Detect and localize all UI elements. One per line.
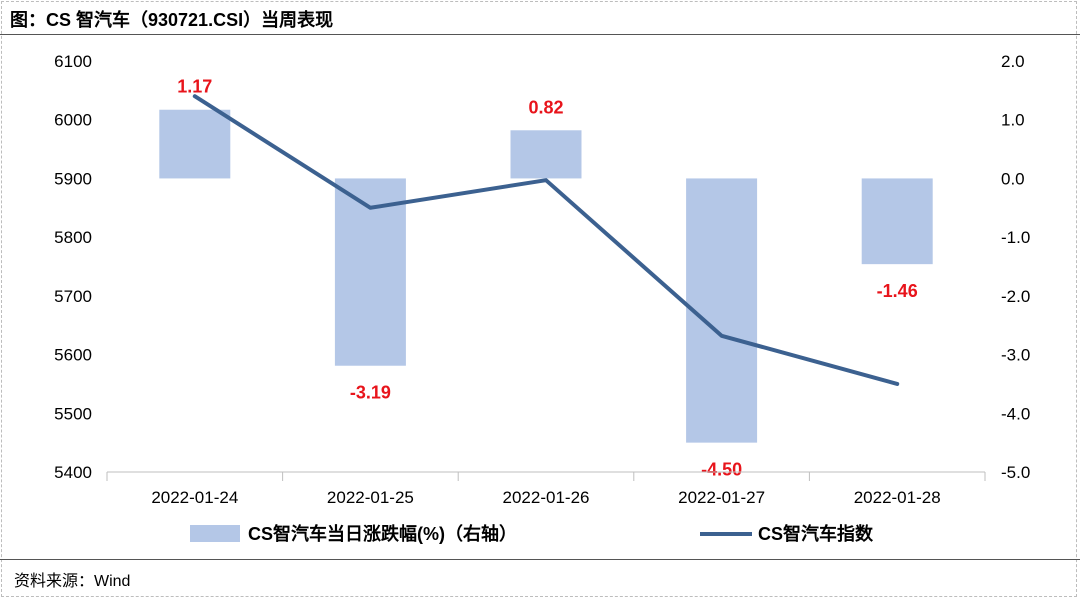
data-label: 0.82 <box>528 97 563 117</box>
left-tick-label: 6100 <box>54 52 92 71</box>
chart-title: 图：CS 智汽车（930721.CSI）当周表现 <box>10 10 334 30</box>
bar-series <box>159 109 933 443</box>
left-tick-label: 5500 <box>54 404 92 423</box>
legend-label-line: CS智汽车指数 <box>758 523 874 544</box>
data-label: 1.17 <box>177 77 212 97</box>
legend: CS智汽车当日涨跌幅(%)（右轴） CS智汽车指数 <box>190 523 874 544</box>
right-tick-label: 2.0 <box>1001 52 1025 71</box>
index-point <box>193 94 197 98</box>
index-point <box>544 178 548 182</box>
right-tick-label: -5.0 <box>1001 463 1030 482</box>
right-tick-label: 1.0 <box>1001 111 1025 130</box>
x-tick-label: 2022-01-28 <box>854 488 941 507</box>
legend-label-bar: CS智汽车当日涨跌幅(%)（右轴） <box>248 523 517 544</box>
x-tick-label: 2022-01-24 <box>151 488 238 507</box>
data-label: -3.19 <box>350 383 391 403</box>
left-tick-label: 5700 <box>54 287 92 306</box>
index-point <box>368 206 372 210</box>
source-note: 资料来源：Wind <box>14 573 131 590</box>
footer-rule <box>0 559 1080 560</box>
legend-swatch-bar <box>190 525 240 542</box>
title-rule <box>0 34 1080 35</box>
x-tick-label: 2022-01-27 <box>678 488 765 507</box>
bar <box>686 178 758 443</box>
chart-canvas: 6100 6000 5900 5800 5700 5600 5500 5400 2.0 1.0 0… <box>54 52 1030 544</box>
line-series <box>192 94 900 386</box>
bar <box>510 130 582 179</box>
left-tick-label: 6000 <box>54 111 92 130</box>
index-point <box>895 382 899 386</box>
bar <box>861 178 933 265</box>
right-tick-label: -4.0 <box>1001 404 1030 423</box>
data-label: -1.46 <box>877 281 918 301</box>
index-point <box>720 334 724 338</box>
left-tick-label: 5800 <box>54 228 92 247</box>
data-labels: 1.17 -3.19 0.82 -4.50 -1.46 <box>177 77 917 480</box>
bar <box>159 109 231 179</box>
data-label: -4.50 <box>701 460 742 480</box>
right-tick-label: -3.0 <box>1001 346 1030 365</box>
x-tick-label: 2022-01-25 <box>327 488 414 507</box>
right-axis: 2.0 1.0 0.0 -1.0 -2.0 -3.0 -4.0 -5.0 <box>1001 52 1030 482</box>
right-tick-label: -1.0 <box>1001 228 1030 247</box>
x-tick-label: 2022-01-26 <box>503 488 590 507</box>
left-tick-label: 5400 <box>54 463 92 482</box>
right-tick-label: 0.0 <box>1001 169 1025 188</box>
right-tick-label: -2.0 <box>1001 287 1030 306</box>
left-tick-label: 5600 <box>54 346 92 365</box>
x-axis: 2022-01-24 2022-01-25 2022-01-26 2022-01-27… <box>106 471 986 507</box>
left-tick-label: 5900 <box>54 169 92 188</box>
left-axis: 6100 6000 5900 5800 5700 5600 5500 5400 <box>54 52 92 482</box>
